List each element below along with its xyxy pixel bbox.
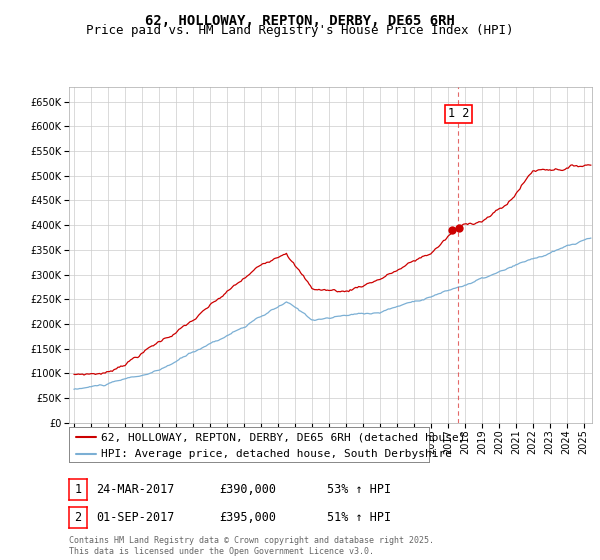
Text: Contains HM Land Registry data © Crown copyright and database right 2025.
This d: Contains HM Land Registry data © Crown c… xyxy=(69,536,434,556)
Text: 51% ↑ HPI: 51% ↑ HPI xyxy=(327,511,391,524)
Text: 1 2: 1 2 xyxy=(448,108,469,120)
Text: 01-SEP-2017: 01-SEP-2017 xyxy=(96,511,175,524)
Text: Price paid vs. HM Land Registry's House Price Index (HPI): Price paid vs. HM Land Registry's House … xyxy=(86,24,514,37)
Text: 53% ↑ HPI: 53% ↑ HPI xyxy=(327,483,391,496)
Text: 2: 2 xyxy=(74,511,82,524)
Text: £395,000: £395,000 xyxy=(219,511,276,524)
Text: 24-MAR-2017: 24-MAR-2017 xyxy=(96,483,175,496)
Text: 62, HOLLOWAY, REPTON, DERBY, DE65 6RH: 62, HOLLOWAY, REPTON, DERBY, DE65 6RH xyxy=(145,14,455,28)
Text: 62, HOLLOWAY, REPTON, DERBY, DE65 6RH (detached house): 62, HOLLOWAY, REPTON, DERBY, DE65 6RH (d… xyxy=(101,432,466,442)
Text: 1: 1 xyxy=(74,483,82,496)
Text: HPI: Average price, detached house, South Derbyshire: HPI: Average price, detached house, Sout… xyxy=(101,449,452,459)
Text: £390,000: £390,000 xyxy=(219,483,276,496)
